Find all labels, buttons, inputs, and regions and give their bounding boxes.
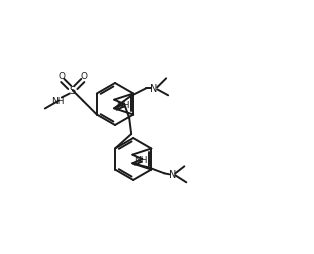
Text: S: S: [70, 86, 76, 96]
Text: NH: NH: [116, 101, 130, 110]
Text: NH: NH: [134, 155, 148, 165]
Text: O: O: [80, 72, 87, 81]
Text: O: O: [58, 72, 65, 81]
Text: NH: NH: [51, 97, 65, 106]
Text: N: N: [150, 84, 158, 94]
Text: N: N: [169, 170, 176, 180]
